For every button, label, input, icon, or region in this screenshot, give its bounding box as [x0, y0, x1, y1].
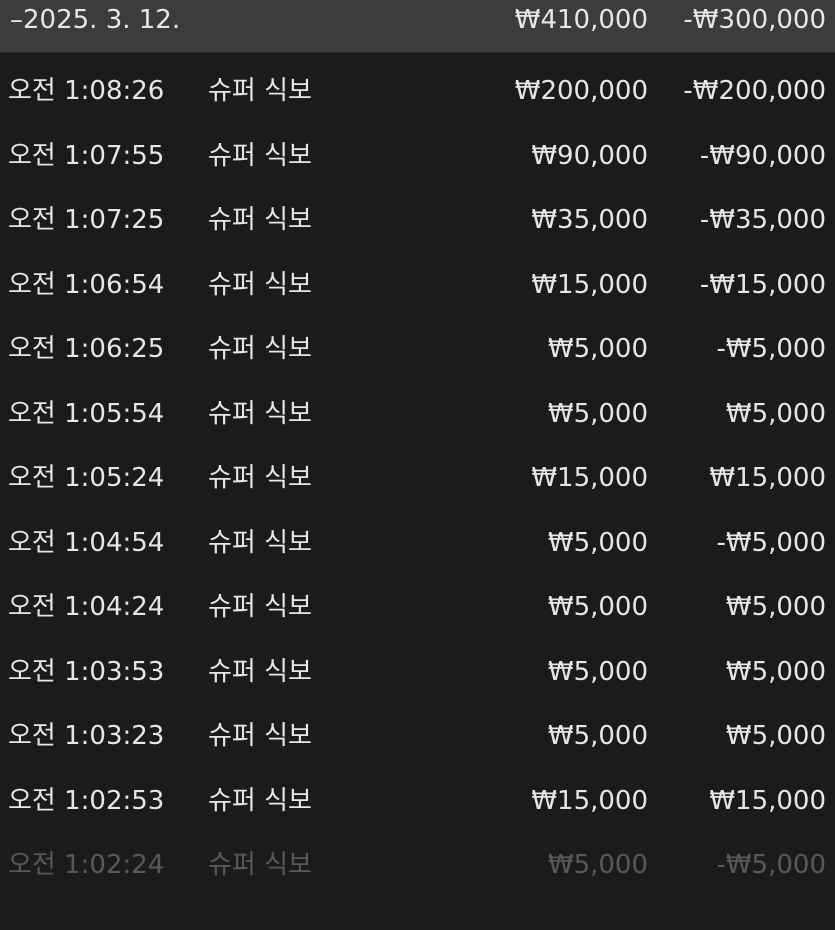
win-loss-amount: ₩5,000: [725, 398, 826, 429]
transaction-row[interactable]: 오전 1:07:55 슈퍼 식보 ₩90,000 -₩90,000: [0, 124, 835, 188]
game-name: 슈퍼 식보: [208, 205, 312, 235]
bet-amount: ₩5,000: [547, 398, 648, 429]
transaction-row[interactable]: 오전 1:02:24 슈퍼 식보 ₩5,000 -₩5,000: [0, 833, 835, 897]
bet-amount: ₩5,000: [547, 527, 648, 558]
game-name: 슈퍼 식보: [208, 785, 312, 816]
transaction-time: 오전 1:07:55: [8, 140, 165, 171]
game-name: 슈퍼 식보: [208, 398, 312, 429]
bet-amount: ₩5,000: [547, 850, 648, 880]
win-loss-amount: -₩15,000: [699, 269, 826, 300]
transaction-time: 오전 1:02:24: [8, 850, 165, 880]
bet-amount: ₩200,000: [514, 76, 648, 106]
transaction-row[interactable]: 오전 1:04:54 슈퍼 식보 ₩5,000 -₩5,000: [0, 511, 835, 575]
bet-amount: ₩15,000: [531, 785, 648, 816]
game-name: 슈퍼 식보: [208, 592, 312, 622]
transaction-time: 오전 1:03:53: [8, 656, 165, 687]
transaction-time: 오전 1:06:54: [8, 269, 165, 300]
win-loss-amount: -₩35,000: [699, 205, 826, 235]
transaction-row[interactable]: 오전 1:07:25 슈퍼 식보 ₩35,000 -₩35,000: [0, 188, 835, 252]
win-loss-amount: ₩15,000: [709, 463, 826, 493]
transaction-row[interactable]: 오전 1:04:24 슈퍼 식보 ₩5,000 ₩5,000: [0, 575, 835, 639]
bet-amount: ₩35,000: [531, 205, 648, 235]
game-name: 슈퍼 식보: [208, 527, 312, 558]
transaction-row[interactable]: 오전 1:08:26 슈퍼 식보 ₩200,000 -₩200,000: [0, 59, 835, 123]
game-name: 슈퍼 식보: [208, 463, 312, 493]
transaction-time: 오전 1:04:24: [8, 592, 165, 622]
game-name: 슈퍼 식보: [208, 721, 312, 751]
transaction-time: 오전 1:05:54: [8, 398, 165, 429]
bet-amount: ₩15,000: [531, 269, 648, 300]
transaction-time: 오전 1:02:53: [8, 785, 165, 816]
bet-amount: ₩5,000: [547, 656, 648, 687]
win-loss-amount: ₩5,000: [725, 656, 826, 687]
date-group-header[interactable]: –2025. 3. 12. ₩410,000 -₩300,000: [0, 0, 835, 53]
win-loss-amount: -₩5,000: [716, 334, 826, 364]
game-name: 슈퍼 식보: [208, 269, 312, 300]
transaction-time: 오전 1:08:26: [8, 76, 165, 106]
transaction-row[interactable]: 오전 1:05:24 슈퍼 식보 ₩15,000 ₩15,000: [0, 446, 835, 510]
game-name: 슈퍼 식보: [208, 656, 312, 687]
transaction-time: 오전 1:05:24: [8, 463, 165, 493]
transaction-time: 오전 1:04:54: [8, 527, 165, 558]
game-name: 슈퍼 식보: [208, 850, 312, 880]
game-name: 슈퍼 식보: [208, 334, 312, 364]
game-name: 슈퍼 식보: [208, 76, 312, 106]
bet-amount: ₩15,000: [531, 463, 648, 493]
game-name: 슈퍼 식보: [208, 140, 312, 171]
transaction-time: 오전 1:03:23: [8, 721, 165, 751]
group-amount-total: ₩410,000: [514, 5, 648, 35]
bet-amount: ₩5,000: [547, 721, 648, 751]
win-loss-amount: ₩5,000: [725, 592, 826, 622]
win-loss-amount: -₩200,000: [683, 76, 826, 106]
transaction-time: 오전 1:07:25: [8, 205, 165, 235]
bet-amount: ₩5,000: [547, 592, 648, 622]
transaction-row[interactable]: 오전 1:05:54 슈퍼 식보 ₩5,000 ₩5,000: [0, 382, 835, 446]
bet-amount: ₩90,000: [531, 140, 648, 171]
transaction-row[interactable]: 오전 1:03:23 슈퍼 식보 ₩5,000 ₩5,000: [0, 704, 835, 768]
group-date: –2025. 3. 12.: [10, 5, 181, 35]
win-loss-amount: -₩5,000: [716, 527, 826, 558]
win-loss-amount: ₩5,000: [725, 721, 826, 751]
group-balance-total: -₩300,000: [683, 5, 826, 35]
transaction-row[interactable]: 오전 1:03:53 슈퍼 식보 ₩5,000 ₩5,000: [0, 640, 835, 704]
transaction-time: 오전 1:06:25: [8, 334, 165, 364]
win-loss-amount: ₩15,000: [709, 785, 826, 816]
bet-amount: ₩5,000: [547, 334, 648, 364]
transaction-row[interactable]: 오전 1:02:53 슈퍼 식보 ₩15,000 ₩15,000: [0, 769, 835, 833]
transaction-row[interactable]: 오전 1:06:25 슈퍼 식보 ₩5,000 -₩5,000: [0, 317, 835, 381]
win-loss-amount: -₩5,000: [716, 850, 826, 880]
win-loss-amount: -₩90,000: [699, 140, 826, 171]
transaction-row[interactable]: 오전 1:06:54 슈퍼 식보 ₩15,000 -₩15,000: [0, 253, 835, 317]
